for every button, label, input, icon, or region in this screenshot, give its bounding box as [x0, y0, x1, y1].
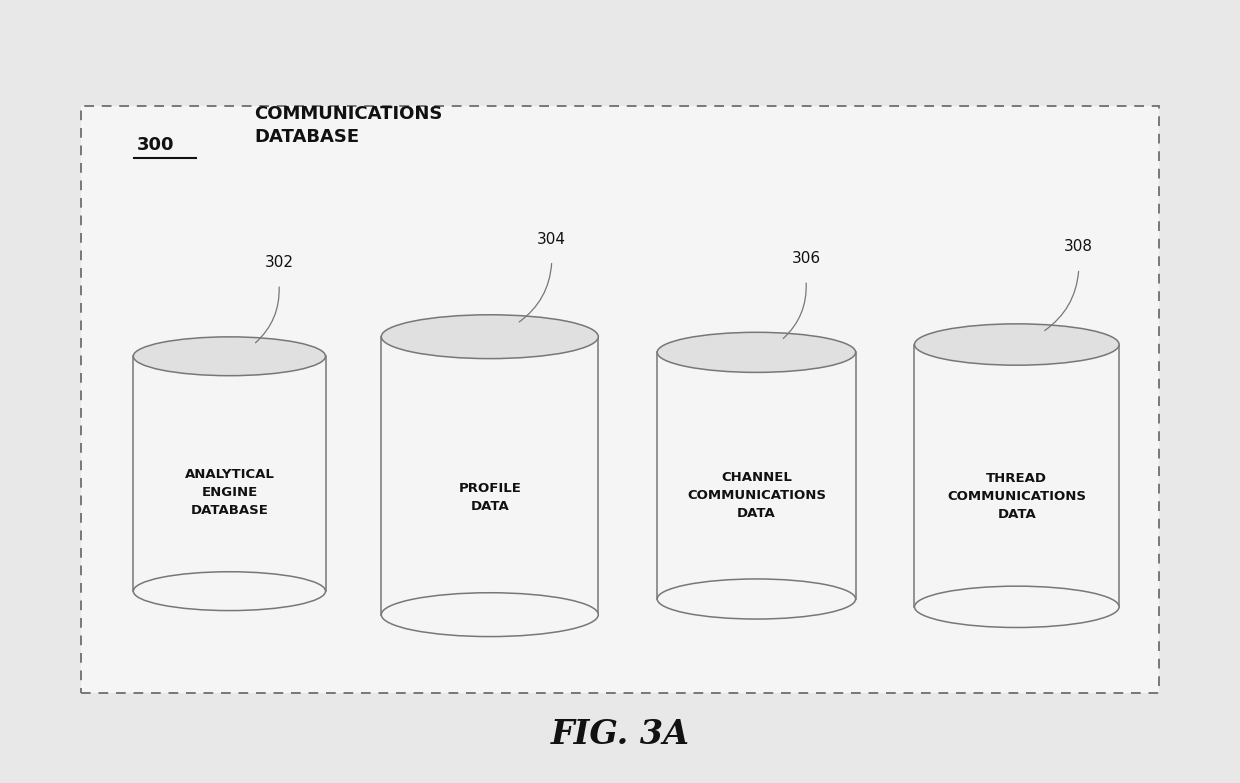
Bar — [134, 356, 326, 591]
Text: PROFILE
DATA: PROFILE DATA — [459, 482, 521, 514]
Ellipse shape — [657, 579, 856, 619]
Bar — [657, 352, 856, 599]
Text: 308: 308 — [1064, 240, 1094, 254]
Text: 306: 306 — [791, 251, 821, 266]
Text: CHANNEL
COMMUNICATIONS
DATA: CHANNEL COMMUNICATIONS DATA — [687, 471, 826, 520]
Text: 304: 304 — [537, 232, 567, 247]
Ellipse shape — [134, 337, 325, 376]
Ellipse shape — [915, 324, 1118, 365]
Bar — [81, 106, 1159, 693]
Ellipse shape — [134, 572, 325, 611]
Text: 300: 300 — [136, 136, 174, 154]
Ellipse shape — [915, 586, 1118, 627]
Ellipse shape — [382, 315, 598, 359]
Ellipse shape — [382, 593, 598, 637]
Ellipse shape — [657, 332, 856, 373]
Text: FIG. 3A: FIG. 3A — [551, 718, 689, 751]
Bar — [914, 345, 1118, 607]
Text: COMMUNICATIONS
DATABASE: COMMUNICATIONS DATABASE — [254, 105, 443, 146]
Text: 302: 302 — [264, 255, 294, 270]
Text: ANALYTICAL
ENGINE
DATABASE: ANALYTICAL ENGINE DATABASE — [185, 468, 274, 517]
Text: THREAD
COMMUNICATIONS
DATA: THREAD COMMUNICATIONS DATA — [947, 472, 1086, 521]
Bar — [382, 337, 598, 615]
